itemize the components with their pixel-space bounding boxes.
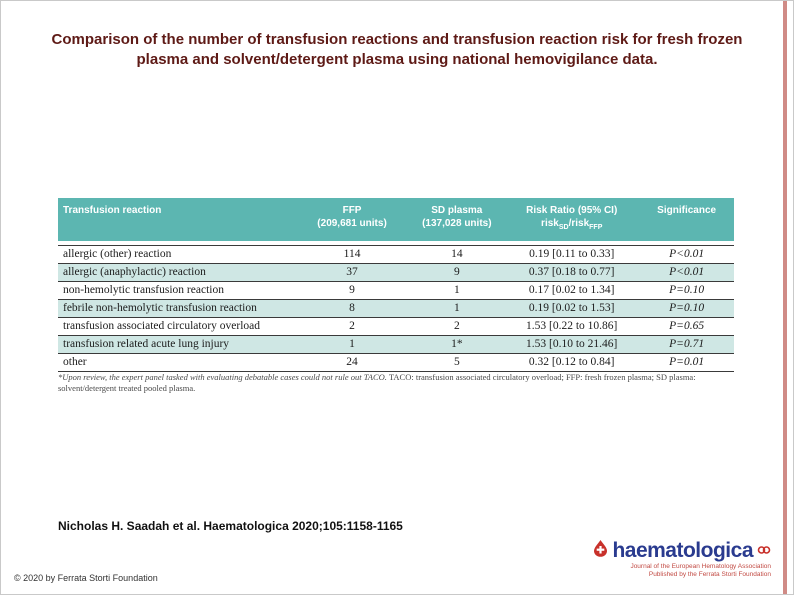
- cell-significance: P=0.71: [669, 338, 705, 350]
- table-header-row: Transfusion reaction FFP (209,681 units)…: [58, 198, 734, 241]
- cell-ffp: 9: [349, 284, 355, 296]
- cell-ffp: 37: [346, 266, 358, 278]
- cell-reaction: allergic (other) reaction: [63, 248, 172, 260]
- cell-reaction: transfusion associated circulatory overl…: [63, 320, 261, 332]
- cell-significance: P<0.01: [669, 266, 705, 278]
- cell-reaction: febrile non-hemolytic transfusion reacti…: [63, 302, 257, 314]
- cell-risk-ratio: 0.17 [0.02 to 1.34]: [528, 284, 615, 296]
- footnote-italic-part: *Upon review, the expert panel tasked wi…: [58, 372, 387, 382]
- column-header-ffp: FFP (209,681 units): [317, 205, 387, 229]
- copyright-notice: © 2020 by Ferrata Storti Foundation: [14, 573, 158, 583]
- table-row: allergic (other) reaction 114 14 0.19 [0…: [58, 245, 734, 263]
- table-row: febrile non-hemolytic transfusion reacti…: [58, 299, 734, 317]
- column-header-sd-plasma: SD plasma (137,028 units): [422, 205, 492, 229]
- cell-risk-ratio: 1.53 [0.22 to 10.86]: [526, 320, 618, 332]
- logo-tagline-publisher: Published by the Ferrata Storti Foundati…: [648, 571, 771, 578]
- eha-knot-icon: [757, 542, 771, 560]
- cell-sd: 1*: [451, 338, 463, 350]
- cell-significance: P=0.10: [669, 284, 705, 296]
- logo-tagline-journal: Journal of the European Hematology Assoc…: [630, 563, 771, 570]
- cell-risk-ratio: 0.19 [0.11 to 0.33]: [529, 248, 615, 260]
- cell-ffp: 2: [349, 320, 355, 332]
- cell-sd: 2: [453, 320, 460, 332]
- cell-significance: P=0.01: [669, 356, 705, 368]
- cell-ffp: 24: [346, 356, 358, 368]
- cell-ffp: 1: [349, 338, 355, 350]
- cell-risk-ratio: 0.19 [0.02 to 1.53]: [528, 302, 615, 314]
- table-body: allergic (other) reaction 114 14 0.19 [0…: [58, 245, 734, 372]
- haematologica-logo: haematologica Journal of the European He…: [593, 540, 771, 579]
- header-gap: [58, 241, 734, 245]
- right-accent-strip: [783, 1, 787, 594]
- cell-reaction: allergic (anaphylactic) reaction: [63, 266, 206, 278]
- column-header-significance: Significance: [657, 205, 717, 216]
- table-row: non-hemolytic transfusion reaction 9 1 0…: [58, 281, 734, 299]
- slide-title: Comparison of the number of transfusion …: [51, 31, 743, 68]
- cell-risk-ratio: 0.37 [0.18 to 0.77]: [528, 266, 615, 278]
- column-header-reaction: Transfusion reaction: [63, 205, 162, 216]
- cell-sd: 5: [453, 356, 460, 368]
- table-footnote: *Upon review, the expert panel tasked wi…: [58, 372, 738, 393]
- cell-reaction: transfusion related acute lung injury: [63, 338, 230, 350]
- cell-significance: P=0.10: [669, 302, 705, 314]
- cell-reaction: non-hemolytic transfusion reaction: [63, 284, 224, 296]
- table-row: transfusion related acute lung injury 1 …: [58, 335, 734, 353]
- footnote-abbreviations: TACO: transfusion associated circulatory…: [58, 372, 696, 393]
- citation: Nicholas H. Saadah et al. Haematologica …: [58, 519, 403, 533]
- cell-risk-ratio: 0.32 [0.12 to 0.84]: [528, 356, 615, 368]
- cell-sd: 1: [453, 302, 460, 314]
- cell-ffp: 8: [349, 302, 355, 314]
- cell-significance: P=0.65: [669, 320, 705, 332]
- logo-wordmark: haematologica: [612, 539, 753, 562]
- cell-ffp: 114: [343, 248, 361, 260]
- cell-significance: P<0.01: [669, 248, 705, 260]
- cell-reaction: other: [63, 356, 87, 368]
- table-row: transfusion associated circulatory overl…: [58, 317, 734, 335]
- table-row: allergic (anaphylactic) reaction 37 9 0.…: [58, 263, 734, 281]
- cell-sd: 9: [453, 266, 460, 278]
- blood-drop-icon: [593, 540, 608, 562]
- transfusion-reactions-table: Transfusion reaction FFP (209,681 units)…: [58, 198, 734, 372]
- cell-sd: 1: [453, 284, 460, 296]
- table-row: other 24 5 0.32 [0.12 to 0.84] P=0.01: [58, 353, 734, 371]
- cell-sd: 14: [451, 248, 463, 260]
- cell-risk-ratio: 1.53 [0.10 to 21.46]: [526, 338, 618, 350]
- column-header-risk-ratio: Risk Ratio (95% CI) riskSD/riskFFP: [526, 205, 618, 231]
